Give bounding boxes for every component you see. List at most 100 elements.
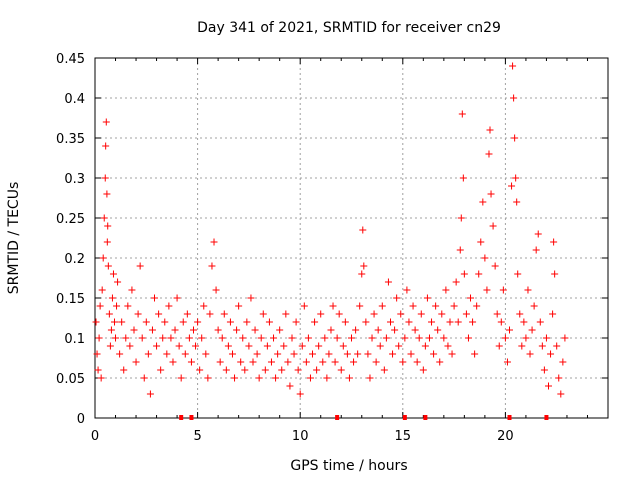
data-point <box>329 302 337 310</box>
data-point <box>128 286 136 294</box>
data-point <box>104 222 112 230</box>
y-tick-label: 0.35 <box>56 132 85 147</box>
data-point <box>362 318 370 326</box>
data-point <box>434 326 442 334</box>
data-point <box>438 310 446 318</box>
data-point <box>538 342 546 350</box>
data-point <box>265 318 273 326</box>
data-point <box>185 334 193 342</box>
x-axis-marker <box>335 415 340 420</box>
data-points <box>92 62 569 398</box>
data-point <box>469 318 477 326</box>
axis-ticks: 0 0.05 0.1 0.15 0.2 0.25 0.3 0.35 0.4 0.45 0 5 10 15 2… <box>56 52 608 444</box>
data-point <box>292 318 300 326</box>
data-point <box>352 326 360 334</box>
data-point <box>456 246 464 254</box>
data-point <box>239 334 247 342</box>
data-point <box>487 190 495 198</box>
y-tick-label: 0.45 <box>56 52 85 67</box>
data-point <box>489 222 497 230</box>
data-point <box>263 342 271 350</box>
data-point <box>512 174 520 182</box>
data-point <box>161 318 169 326</box>
data-point <box>448 350 456 358</box>
data-point <box>245 342 253 350</box>
data-point <box>112 334 120 342</box>
data-point <box>134 310 142 318</box>
data-point <box>389 350 397 358</box>
data-point <box>348 334 355 342</box>
data-point <box>430 350 438 358</box>
data-point <box>553 342 561 350</box>
data-point <box>413 358 421 366</box>
data-point <box>163 350 171 358</box>
data-point <box>198 334 206 342</box>
data-point <box>92 318 100 326</box>
data-point <box>464 334 472 342</box>
data-point <box>382 334 390 342</box>
data-point <box>499 286 507 294</box>
data-point <box>544 382 552 390</box>
data-point <box>284 358 292 366</box>
data-point <box>196 366 204 374</box>
data-point <box>493 310 501 318</box>
y-tick-label: 0.25 <box>56 212 85 227</box>
data-point <box>458 110 466 118</box>
data-point <box>204 374 212 382</box>
data-point <box>278 366 286 374</box>
data-point <box>473 302 481 310</box>
data-point <box>559 358 567 366</box>
data-point <box>403 286 411 294</box>
x-axis-markers <box>179 415 549 420</box>
data-point <box>516 310 524 318</box>
data-point <box>452 278 460 286</box>
data-point <box>366 374 374 382</box>
data-point <box>109 270 117 278</box>
data-point <box>321 334 329 342</box>
data-point <box>140 374 148 382</box>
data-point <box>428 318 436 326</box>
data-point <box>214 326 222 334</box>
data-point <box>557 390 565 398</box>
data-point <box>315 342 323 350</box>
data-point <box>169 358 177 366</box>
data-point <box>491 262 499 270</box>
data-point <box>206 310 214 318</box>
data-point <box>200 302 208 310</box>
data-point <box>251 326 259 334</box>
data-point <box>446 318 454 326</box>
data-point <box>395 342 403 350</box>
data-point <box>561 334 569 342</box>
data-point <box>105 310 113 318</box>
data-point <box>259 310 267 318</box>
data-point <box>503 358 511 366</box>
data-point <box>376 342 384 350</box>
data-point <box>96 302 104 310</box>
data-point <box>120 366 128 374</box>
data-point <box>550 238 558 246</box>
x-tick-label: 5 <box>193 429 201 444</box>
data-point <box>401 334 409 342</box>
x-axis-marker <box>544 415 549 420</box>
data-point <box>107 326 115 334</box>
data-point <box>323 374 331 382</box>
y-tick-label: 0.2 <box>64 252 85 267</box>
data-point <box>530 302 538 310</box>
data-point <box>440 334 448 342</box>
data-point <box>514 270 522 278</box>
data-point <box>509 62 517 70</box>
data-point <box>360 262 368 270</box>
data-point <box>175 342 183 350</box>
data-point <box>113 302 121 310</box>
data-point <box>454 318 462 326</box>
data-point <box>103 190 111 198</box>
data-point <box>286 382 294 390</box>
data-point <box>130 326 138 334</box>
data-point <box>93 350 101 358</box>
data-point <box>122 334 130 342</box>
data-point <box>532 246 540 254</box>
data-point <box>220 310 228 318</box>
data-point <box>173 294 181 302</box>
data-point <box>497 318 505 326</box>
data-point <box>522 334 530 342</box>
